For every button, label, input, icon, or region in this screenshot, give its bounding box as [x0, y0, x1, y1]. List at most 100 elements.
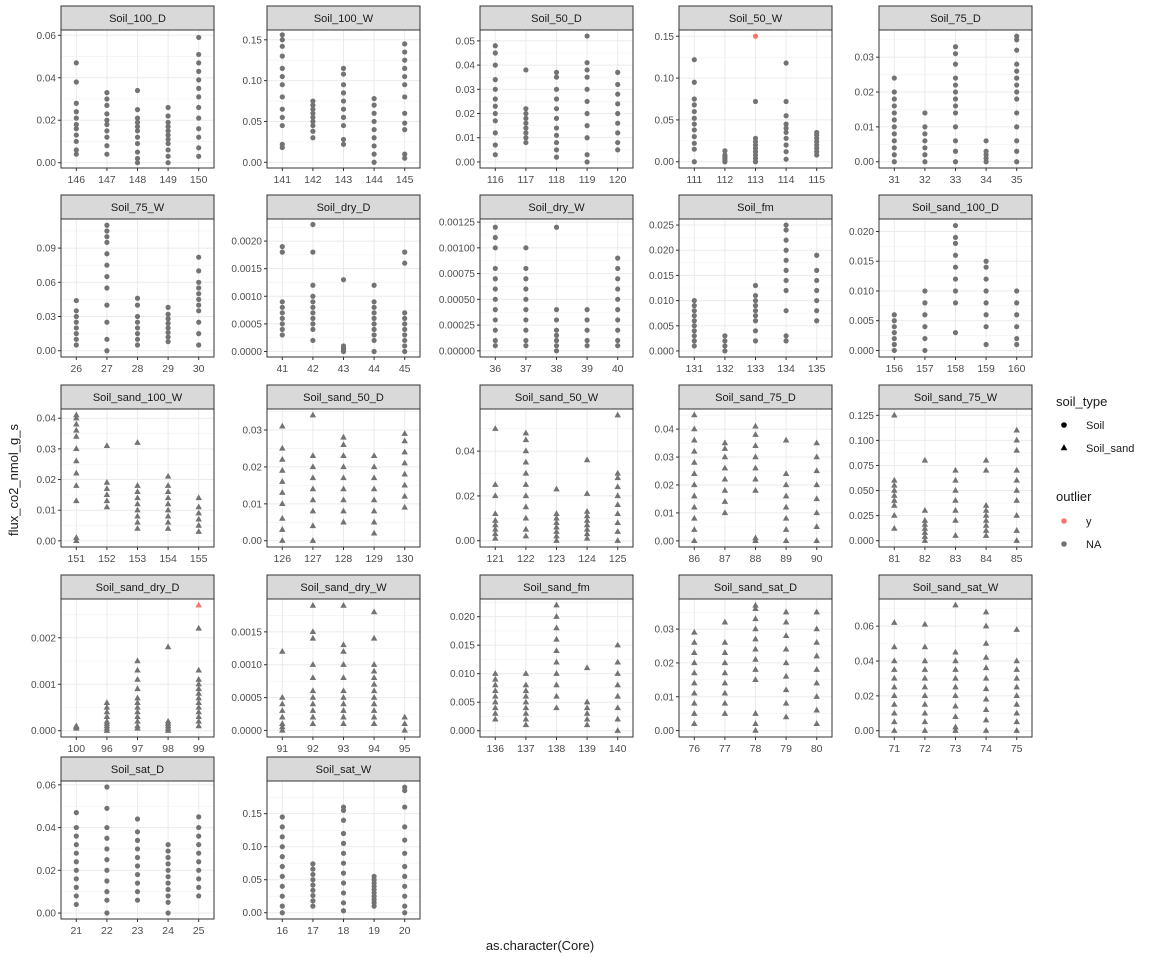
y-tick-label: 0.005	[649, 321, 674, 332]
data-point	[279, 114, 285, 120]
data-point	[1014, 68, 1020, 74]
data-point	[952, 648, 959, 655]
data-point	[553, 635, 560, 642]
facet-strip-label: Soil_sand_fm	[523, 582, 590, 594]
data-point	[952, 103, 959, 109]
data-point	[584, 33, 590, 39]
data-point	[752, 655, 759, 662]
data-point	[73, 79, 79, 85]
data-point	[73, 810, 79, 816]
data-point	[522, 481, 530, 487]
data-point	[813, 495, 820, 502]
data-point	[134, 155, 141, 162]
data-point	[584, 152, 590, 158]
data-point	[721, 498, 729, 504]
data-point	[134, 295, 141, 301]
data-point	[584, 135, 590, 141]
x-tick-label: 116	[487, 174, 504, 186]
data-point	[952, 486, 959, 493]
legend-title-outlier: outlier	[1056, 489, 1092, 504]
data-point	[309, 522, 317, 529]
data-point	[196, 145, 202, 151]
x-tick-label: 97	[132, 743, 144, 755]
data-point	[813, 625, 820, 632]
data-point	[553, 523, 560, 530]
data-point	[952, 657, 959, 664]
data-point	[492, 534, 499, 541]
facet-strip	[479, 194, 634, 220]
data-point	[952, 222, 959, 229]
data-point	[134, 837, 141, 843]
data-point	[279, 726, 286, 733]
y-tick-label: 0.01	[37, 506, 57, 517]
x-axis-title: as.character(Core)	[486, 938, 594, 953]
data-point	[370, 507, 378, 514]
data-point	[103, 713, 111, 719]
data-point	[891, 666, 898, 672]
data-point	[982, 685, 990, 692]
data-point	[165, 316, 171, 322]
data-point	[196, 319, 202, 325]
data-point	[952, 506, 959, 513]
y-tick-label: 0.075	[849, 461, 874, 472]
x-tick-label: 138	[548, 743, 566, 755]
data-point	[196, 833, 202, 839]
data-point	[891, 131, 897, 137]
data-point	[523, 67, 529, 73]
y-tick-label: 0.00075	[439, 269, 476, 280]
data-point	[523, 317, 529, 323]
facet-strip	[479, 5, 634, 31]
data-point	[1014, 96, 1020, 102]
data-point	[583, 521, 591, 528]
data-point	[691, 102, 697, 108]
plot-panel-border	[266, 29, 421, 169]
data-point	[752, 475, 759, 482]
data-point	[522, 447, 530, 454]
data-point	[134, 124, 141, 130]
data-point	[583, 534, 591, 541]
data-point	[553, 601, 560, 608]
data-point	[134, 107, 141, 113]
data-point	[310, 106, 316, 112]
data-point	[340, 661, 347, 667]
data-point	[134, 119, 141, 125]
data-point	[813, 509, 820, 516]
data-point	[134, 302, 141, 308]
data-point	[752, 313, 759, 319]
x-tick-label: 124	[578, 553, 596, 565]
data-point	[921, 692, 929, 699]
facet-strip-label: Soil_sand_75_W	[914, 392, 998, 404]
data-point	[73, 121, 79, 128]
data-point	[813, 639, 820, 645]
y-tick-label: 0.04	[37, 414, 57, 425]
y-tick-label: 0.000	[31, 726, 56, 737]
data-point	[522, 514, 530, 521]
data-point	[584, 159, 590, 165]
x-tick-label: 118	[548, 174, 565, 186]
x-tick-label: 75	[1011, 743, 1023, 755]
data-point	[722, 338, 728, 344]
data-point	[73, 901, 79, 908]
data-point	[1013, 527, 1020, 533]
data-point	[982, 674, 990, 681]
data-point	[691, 679, 698, 686]
y-tick-label: 0.000	[849, 536, 874, 547]
y-tick-label: 0.02	[855, 88, 875, 99]
data-point	[922, 124, 928, 130]
facet-panel-Soil_sat_D: Soil_sat_D 0.00 0.02 0.04 0.06 21 22 23 24 25	[37, 756, 215, 937]
y-tick-label: 0.025	[649, 221, 674, 232]
data-point	[196, 867, 202, 873]
data-point	[402, 321, 408, 327]
data-point	[371, 95, 377, 102]
y-tick-label: 0.00	[37, 158, 57, 169]
data-point	[165, 910, 171, 916]
data-point	[340, 908, 347, 914]
data-point	[752, 303, 759, 309]
y-tick-label: 0.0000	[231, 726, 262, 737]
data-point	[982, 517, 990, 523]
data-point	[340, 870, 347, 876]
data-point	[165, 886, 171, 893]
data-point	[721, 669, 729, 676]
data-point	[104, 251, 110, 257]
facet-panel-Soil_sand_100_W: Soil_sand_100_W 0.00 0.01 0.02 0.03 0.04 151 15…	[37, 384, 215, 565]
